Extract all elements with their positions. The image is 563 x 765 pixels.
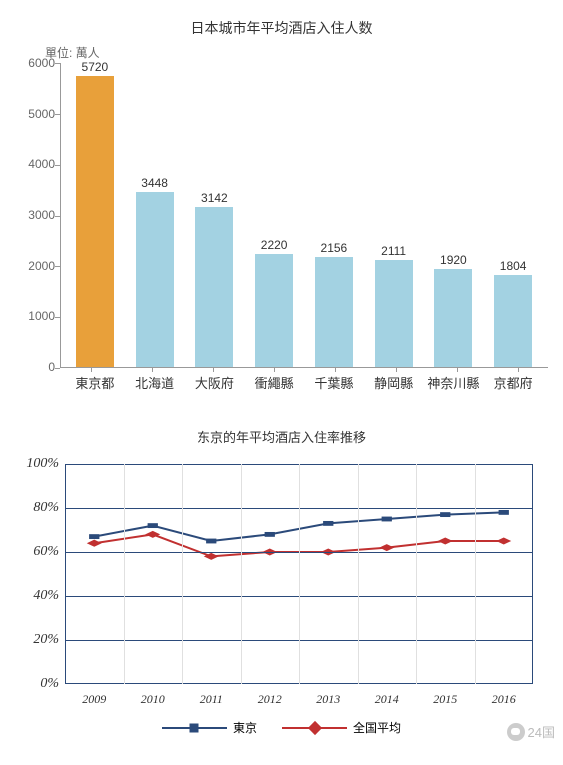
line-y-tick: 60% bbox=[33, 544, 59, 560]
bar-value-label: 2111 bbox=[381, 244, 406, 258]
bar-plot-area: 0100020003000400050006000 57203448314222… bbox=[60, 63, 548, 368]
bar-rect bbox=[434, 269, 472, 367]
line-v-grid bbox=[241, 464, 242, 684]
bar-x-labels: 東京都北海道大阪府衝繩縣千葉縣静岡縣神奈川縣京都府 bbox=[15, 368, 548, 392]
line-y-tick: 40% bbox=[33, 588, 59, 604]
line-v-grid bbox=[182, 464, 183, 684]
bar-value-label: 5720 bbox=[82, 60, 109, 74]
watermark: 24国 bbox=[507, 722, 555, 741]
bar-y-tick: 5000 bbox=[28, 107, 55, 121]
line-x-label: 2015 bbox=[416, 692, 475, 707]
line-marker bbox=[379, 544, 394, 551]
line-y-tick: 0% bbox=[40, 676, 59, 692]
bar-x-label: 千葉縣 bbox=[304, 373, 364, 392]
bar-x-label: 神奈川縣 bbox=[424, 373, 484, 392]
legend-item: 全国平均 bbox=[282, 719, 401, 736]
bar-group-container: 5720 3448 3142 2220 2156 2111 1920 1804 bbox=[60, 63, 548, 367]
line-x-label: 2012 bbox=[241, 692, 300, 707]
watermark-text: 24国 bbox=[528, 722, 555, 741]
bar-y-tick: 3000 bbox=[28, 208, 55, 222]
bar-x-label: 京都府 bbox=[483, 373, 543, 392]
line-plot-area: 0%20%40%60%80%100% bbox=[65, 464, 533, 684]
line-marker bbox=[265, 532, 275, 537]
bar-rect bbox=[195, 207, 233, 367]
line-marker bbox=[382, 517, 392, 522]
bar-y-axis: 0100020003000400050006000 bbox=[15, 63, 60, 367]
line-marker bbox=[148, 523, 158, 528]
bar-rect bbox=[136, 192, 174, 367]
bar-x-label: 東京都 bbox=[65, 373, 125, 392]
bar-value-label: 1920 bbox=[440, 253, 467, 267]
bar-x-label: 北海道 bbox=[125, 373, 185, 392]
legend-label: 東京 bbox=[233, 719, 257, 736]
line-marker bbox=[87, 540, 102, 547]
bar-group: 2111 bbox=[364, 244, 424, 367]
bar-rect bbox=[315, 257, 353, 367]
bar-y-tick: 1000 bbox=[28, 309, 55, 323]
bar-y-tick: 0 bbox=[48, 360, 55, 374]
line-marker bbox=[89, 534, 99, 539]
line-chart-container: 东京的年平均酒店入住率推移 0%20%40%60%80%100% 2009201… bbox=[0, 392, 563, 751]
square-marker-icon bbox=[190, 723, 199, 732]
diamond-marker-icon bbox=[307, 720, 321, 734]
line-x-label: 2010 bbox=[124, 692, 183, 707]
line-chart-title: 东京的年平均酒店入住率推移 bbox=[20, 427, 543, 446]
bar-rect bbox=[76, 76, 114, 367]
line-v-grid bbox=[475, 464, 476, 684]
bar-x-label: 大阪府 bbox=[185, 373, 245, 392]
line-x-label: 2011 bbox=[182, 692, 241, 707]
bar-y-tick: 4000 bbox=[28, 157, 55, 171]
bar-value-label: 3142 bbox=[201, 191, 228, 205]
bar-x-label: 衝繩縣 bbox=[244, 373, 304, 392]
line-y-tick: 20% bbox=[33, 632, 59, 648]
bar-value-label: 2220 bbox=[261, 238, 288, 252]
line-marker bbox=[496, 537, 511, 544]
bar-rect bbox=[255, 254, 293, 367]
bar-chart-title: 日本城市年平均酒店入住人数 bbox=[15, 18, 548, 38]
bar-y-tick: 6000 bbox=[28, 56, 55, 70]
line-v-grid bbox=[416, 464, 417, 684]
bar-value-label: 3448 bbox=[141, 176, 168, 190]
line-marker bbox=[438, 537, 453, 544]
bar-chart-container: 日本城市年平均酒店入住人数 單位: 萬人 0 1000 2000 3000 4000 50… bbox=[0, 0, 563, 392]
bar-group: 3142 bbox=[185, 191, 245, 367]
bar-group: 3448 bbox=[125, 176, 185, 367]
legend-item: 東京 bbox=[162, 719, 257, 736]
line-x-label: 2013 bbox=[299, 692, 358, 707]
bar-group: 2220 bbox=[244, 238, 304, 367]
line-y-tick: 100% bbox=[26, 456, 59, 472]
line-x-labels: 20092010201120122013201420152016 bbox=[65, 692, 533, 707]
line-marker bbox=[323, 521, 333, 526]
bar-rect bbox=[375, 260, 413, 367]
line-v-grid bbox=[299, 464, 300, 684]
bar-x-label: 静岡縣 bbox=[364, 373, 424, 392]
line-x-label: 2016 bbox=[475, 692, 534, 707]
bar-group: 5720 bbox=[65, 60, 125, 367]
bar-rect bbox=[494, 275, 532, 367]
wechat-icon bbox=[507, 723, 525, 741]
bar-group: 1804 bbox=[483, 259, 543, 367]
bar-value-label: 2156 bbox=[321, 241, 348, 255]
bar-chart-unit-label: 單位: 萬人 bbox=[15, 44, 548, 61]
bar-value-label: 1804 bbox=[500, 259, 527, 273]
bar-y-axis-line bbox=[60, 63, 61, 367]
line-legend: 東京 全国平均 bbox=[20, 719, 543, 736]
line-marker bbox=[499, 510, 509, 515]
bar-group: 1920 bbox=[424, 253, 484, 367]
legend-label: 全国平均 bbox=[353, 719, 401, 736]
bar-group: 2156 bbox=[304, 241, 364, 367]
line-v-grid bbox=[358, 464, 359, 684]
line-marker bbox=[206, 539, 216, 544]
line-marker bbox=[440, 512, 450, 517]
line-v-grid bbox=[124, 464, 125, 684]
line-x-label: 2009 bbox=[65, 692, 124, 707]
line-x-label: 2014 bbox=[358, 692, 417, 707]
line-y-tick: 80% bbox=[33, 500, 59, 516]
bar-y-tick: 2000 bbox=[28, 259, 55, 273]
